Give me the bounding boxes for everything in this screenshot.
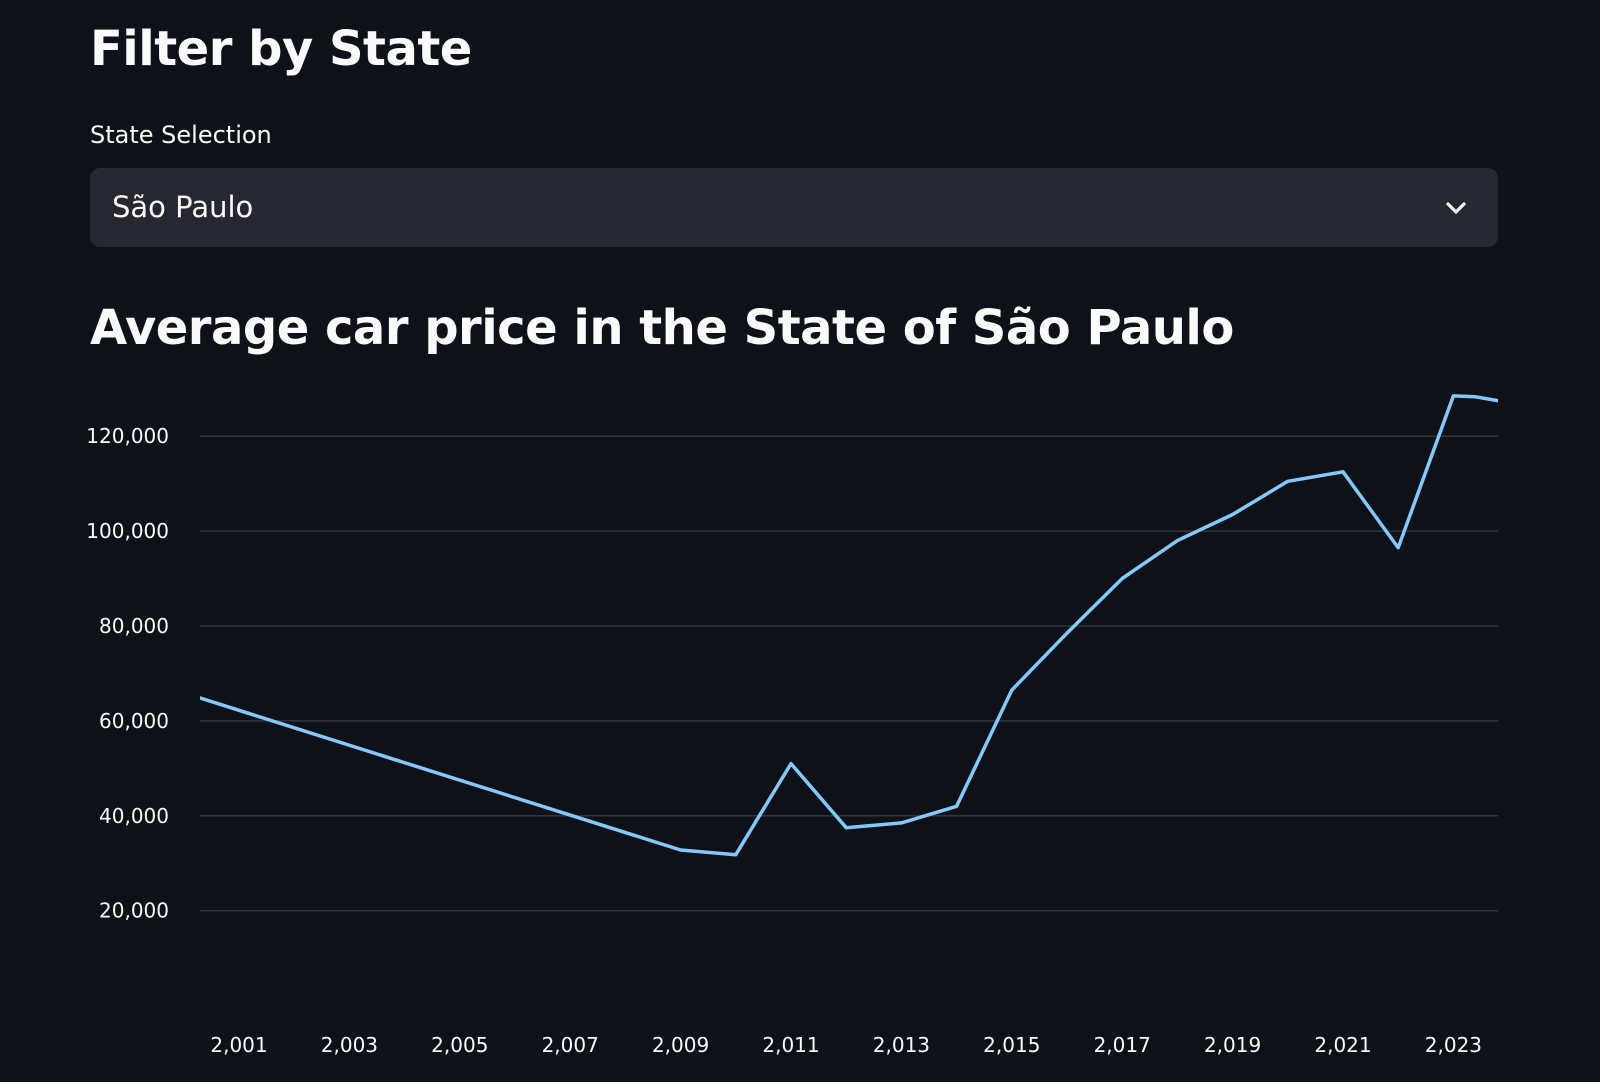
- chevron-down-icon[interactable]: [1442, 194, 1470, 222]
- y-tick-label: 80,000: [99, 614, 169, 638]
- x-tick-label: 2,011: [762, 1033, 819, 1057]
- x-tick-label: 2,003: [321, 1033, 378, 1057]
- x-tick-label: 2,013: [873, 1033, 930, 1057]
- x-tick-label: 2,019: [1204, 1033, 1261, 1057]
- y-tick-label: 120,000: [86, 424, 169, 448]
- chart-title: Average car price in the State of São Pa…: [90, 300, 1234, 356]
- x-tick-label: 2,021: [1314, 1033, 1371, 1057]
- y-tick-label: 20,000: [99, 899, 169, 923]
- x-tick-label: 2,007: [542, 1033, 599, 1057]
- state-select-value: São Paulo: [112, 190, 254, 224]
- x-tick-label: 2,015: [983, 1033, 1040, 1057]
- x-tick-label: 2,001: [210, 1033, 267, 1057]
- y-tick-label: 100,000: [86, 519, 169, 543]
- x-tick-label: 2,005: [431, 1033, 488, 1057]
- state-selection-label: State Selection: [90, 121, 272, 149]
- y-tick-label: 40,000: [99, 804, 169, 828]
- x-tick-label: 2,009: [652, 1033, 709, 1057]
- x-tick-label: 2,023: [1425, 1033, 1482, 1057]
- series-line: [200, 394, 1498, 857]
- x-tick-label: 2,017: [1094, 1033, 1151, 1057]
- y-tick-label: 60,000: [99, 709, 169, 733]
- state-select[interactable]: São Paulo: [90, 168, 1498, 247]
- filter-title: Filter by State: [90, 21, 472, 77]
